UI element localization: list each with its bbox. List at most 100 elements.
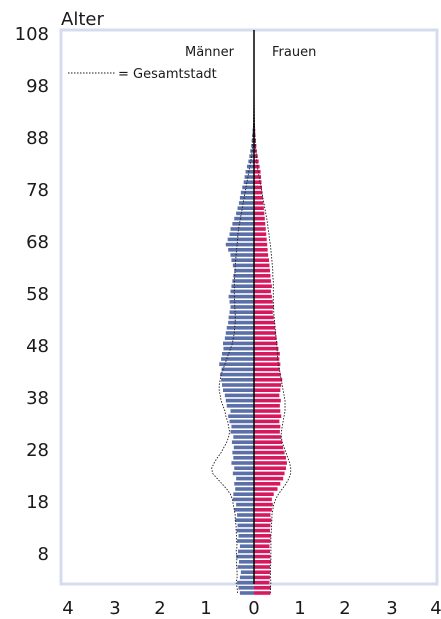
bar-men [237, 539, 254, 543]
bar-women [254, 586, 271, 590]
bar-women [254, 268, 270, 273]
gesamtstadt-outlines [211, 99, 292, 594]
bar-women [254, 263, 270, 268]
bar-men [220, 372, 254, 377]
bar-women [254, 482, 281, 486]
bar-men [229, 300, 254, 304]
bar-women [254, 508, 272, 512]
bar-women [254, 367, 280, 372]
bar-women [254, 383, 282, 387]
bar-women [254, 206, 264, 210]
x-tick-label: 3 [386, 598, 397, 619]
bar-men [221, 357, 254, 361]
bar-men [230, 305, 254, 309]
bar-women [254, 445, 284, 450]
legend-women-label: Frauen [272, 45, 316, 60]
bar-men [229, 310, 254, 314]
bar-women [254, 372, 281, 377]
bar-men [231, 461, 254, 465]
bar-men [236, 554, 254, 559]
bar-men [227, 237, 254, 242]
bar-women [254, 528, 270, 533]
y-tick-label: 28 [26, 440, 49, 461]
bar-women [254, 232, 267, 236]
bar-women [254, 440, 283, 444]
bar-women [254, 211, 265, 216]
bar-women [254, 534, 271, 538]
bar-men [233, 492, 254, 496]
bar-men [226, 326, 254, 330]
x-tick-label: 4 [62, 598, 73, 619]
bar-women [254, 471, 285, 476]
bar-women [254, 404, 280, 408]
bar-women [254, 518, 272, 522]
bar-women [254, 539, 271, 543]
bar-men [232, 222, 254, 226]
bar-women [254, 253, 269, 257]
x-tick-label: 1 [294, 598, 305, 619]
bar-women [254, 320, 275, 325]
bar-women [254, 560, 271, 564]
bar-women [254, 242, 268, 247]
bar-women [254, 196, 263, 200]
bar-men [230, 253, 254, 257]
bar-women [254, 222, 266, 226]
y-tick-label: 68 [26, 232, 49, 253]
bar-women [254, 258, 270, 262]
bar-women [254, 476, 284, 481]
bar-men [235, 487, 254, 491]
bar-men [245, 170, 254, 174]
bar-men [235, 518, 254, 522]
bar-women [254, 159, 259, 164]
y-tick-label: 18 [26, 492, 49, 513]
bar-men [229, 232, 254, 236]
bar-women [254, 279, 271, 283]
bar-men [237, 513, 254, 517]
bar-men [226, 404, 254, 408]
bar-women [254, 492, 274, 496]
bar-women [254, 502, 273, 507]
y-tick-label: 98 [26, 76, 49, 97]
bar-men [242, 185, 254, 190]
bar-women [254, 466, 286, 470]
bar-men [238, 201, 254, 205]
y-tick-label: 88 [26, 128, 49, 149]
bar-women [254, 513, 271, 517]
bar-women [254, 227, 266, 231]
gesamtstadt-outline-women [253, 99, 292, 593]
bar-men [240, 190, 254, 195]
bar-men [236, 502, 254, 507]
bar-women [254, 497, 272, 502]
x-tick-label: 1 [200, 598, 211, 619]
bar-men [232, 450, 254, 455]
bar-women [254, 570, 271, 574]
bar-women [254, 284, 272, 288]
bar-women [254, 357, 280, 361]
bar-women [254, 341, 278, 346]
bar-women [254, 362, 281, 366]
bar-men [228, 315, 254, 320]
bar-men [221, 367, 254, 372]
bar-men [225, 331, 254, 335]
bar-men [240, 570, 254, 574]
bar-women [254, 419, 280, 424]
bar-women [254, 523, 271, 528]
bar-men [246, 164, 254, 169]
bar-men [230, 227, 254, 231]
bar-women [254, 393, 280, 398]
y-tick-label: 78 [26, 180, 49, 201]
bar-women [254, 248, 268, 252]
bar-men [233, 435, 254, 439]
y-tick-label: 38 [26, 388, 49, 409]
bar-men [234, 216, 254, 221]
bar-women [254, 216, 265, 221]
y-tick-label: 108 [15, 24, 49, 45]
bar-men [239, 544, 254, 548]
bar-men [232, 263, 254, 268]
bar-men [239, 196, 254, 200]
bar-men [234, 268, 254, 273]
bar-men [223, 346, 254, 351]
bar-women [254, 149, 257, 153]
bar-women [254, 331, 277, 335]
legend-gesamtstadt-label: = Gesamtstadt [118, 67, 217, 82]
